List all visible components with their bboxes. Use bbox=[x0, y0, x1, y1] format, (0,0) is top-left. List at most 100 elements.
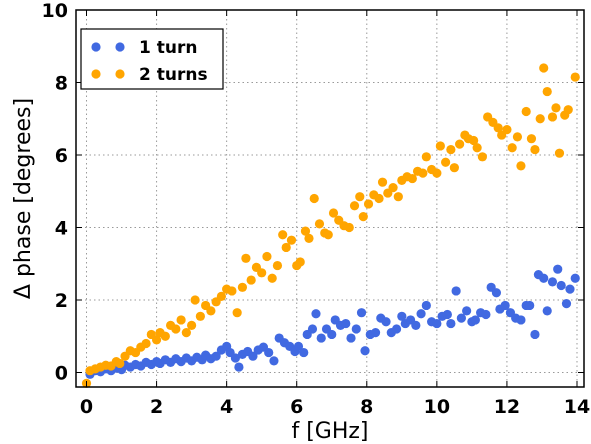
data-point bbox=[232, 308, 242, 318]
data-point bbox=[491, 288, 502, 298]
data-point bbox=[356, 308, 367, 318]
data-point bbox=[358, 212, 368, 222]
data-point bbox=[316, 333, 326, 343]
data-point bbox=[370, 328, 381, 338]
data-point bbox=[507, 143, 517, 153]
plot-frame bbox=[75, 9, 585, 388]
data-point bbox=[381, 317, 391, 327]
data-point bbox=[299, 347, 309, 358]
x-tick-label: 6 bbox=[290, 396, 303, 418]
x-tick-label: 0 bbox=[80, 396, 93, 418]
data-point bbox=[187, 320, 197, 330]
data-point bbox=[295, 257, 305, 267]
data-point bbox=[516, 315, 526, 325]
x-axis-label: f [GHz] bbox=[291, 419, 368, 444]
y-axis-label: Δ phase [degrees] bbox=[11, 98, 36, 299]
data-point bbox=[570, 72, 580, 82]
data-point bbox=[570, 273, 580, 283]
data-point bbox=[309, 193, 319, 204]
data-point bbox=[151, 335, 162, 345]
data-point bbox=[477, 152, 487, 162]
data-point bbox=[530, 144, 540, 155]
data-point bbox=[171, 324, 181, 334]
x-tick-label: 8 bbox=[360, 396, 373, 418]
data-point bbox=[346, 333, 356, 343]
data-point bbox=[421, 152, 431, 162]
data-point bbox=[556, 280, 566, 291]
data-point bbox=[470, 315, 480, 325]
data-point bbox=[293, 341, 304, 351]
data-point bbox=[237, 282, 248, 292]
data-point bbox=[262, 251, 272, 262]
data-point bbox=[493, 123, 503, 133]
data-point bbox=[539, 63, 549, 73]
data-point bbox=[311, 309, 321, 319]
y-tick-label: 6 bbox=[55, 145, 68, 167]
data-point bbox=[542, 306, 552, 316]
x-tick-label: 12 bbox=[494, 396, 520, 418]
y-tick-label: 8 bbox=[55, 73, 68, 95]
data-point bbox=[446, 144, 456, 155]
data-point bbox=[561, 299, 572, 309]
data-point bbox=[411, 320, 421, 330]
legend-marker bbox=[115, 69, 125, 79]
data-point bbox=[535, 114, 545, 124]
data-point bbox=[554, 148, 565, 158]
data-point bbox=[456, 313, 466, 323]
data-point bbox=[267, 273, 277, 283]
legend-label: 2 turns bbox=[139, 65, 208, 85]
data-point bbox=[449, 163, 459, 173]
data-point bbox=[418, 168, 428, 178]
data-point bbox=[344, 222, 354, 233]
x-tick-label: 2 bbox=[150, 396, 163, 418]
legend-marker bbox=[91, 69, 101, 79]
data-point bbox=[351, 324, 361, 334]
data-point bbox=[432, 318, 442, 329]
x-tick-label: 10 bbox=[424, 396, 450, 418]
data-point bbox=[388, 183, 398, 193]
data-point bbox=[272, 260, 283, 271]
data-point bbox=[190, 295, 200, 305]
data-point bbox=[300, 226, 311, 236]
data-point bbox=[442, 309, 452, 320]
y-tick-label: 2 bbox=[55, 290, 68, 312]
data-point bbox=[307, 324, 318, 334]
data-point bbox=[355, 192, 365, 202]
data-point bbox=[248, 351, 258, 361]
data-point bbox=[397, 311, 407, 321]
data-point bbox=[227, 286, 237, 296]
data-point bbox=[327, 329, 337, 340]
data-point bbox=[407, 173, 417, 184]
data-point bbox=[435, 141, 445, 151]
x-tick-label: 14 bbox=[564, 396, 590, 418]
data-point bbox=[181, 328, 191, 338]
data-point bbox=[539, 273, 549, 283]
data-point bbox=[462, 306, 472, 316]
axis-ticks: 0 2 4 6 8 10 12 14 0 2 4 6 8 10 bbox=[42, 0, 591, 418]
series-1 bbox=[85, 264, 580, 379]
legend-marker bbox=[91, 42, 101, 52]
data-point bbox=[286, 235, 297, 245]
data-point bbox=[416, 309, 426, 319]
data-point bbox=[446, 318, 456, 329]
data-point bbox=[502, 125, 512, 135]
data-point bbox=[563, 105, 573, 115]
data-point bbox=[234, 362, 244, 372]
data-point bbox=[565, 284, 575, 294]
y-tick-label: 0 bbox=[55, 363, 68, 385]
data-point bbox=[211, 351, 221, 361]
x-tick-label: 4 bbox=[220, 396, 233, 418]
data-point bbox=[547, 277, 558, 287]
data-point bbox=[341, 318, 351, 329]
data-point bbox=[391, 324, 402, 334]
legend-label: 1 turn bbox=[139, 38, 197, 58]
data-point bbox=[441, 157, 451, 167]
data-point bbox=[314, 219, 325, 229]
data-point bbox=[512, 132, 523, 142]
data-point bbox=[360, 346, 370, 356]
data-point bbox=[374, 193, 384, 204]
data-point bbox=[160, 331, 170, 341]
y-tick-label: 10 bbox=[42, 0, 68, 22]
data-point bbox=[521, 106, 531, 117]
data-point bbox=[230, 353, 241, 363]
